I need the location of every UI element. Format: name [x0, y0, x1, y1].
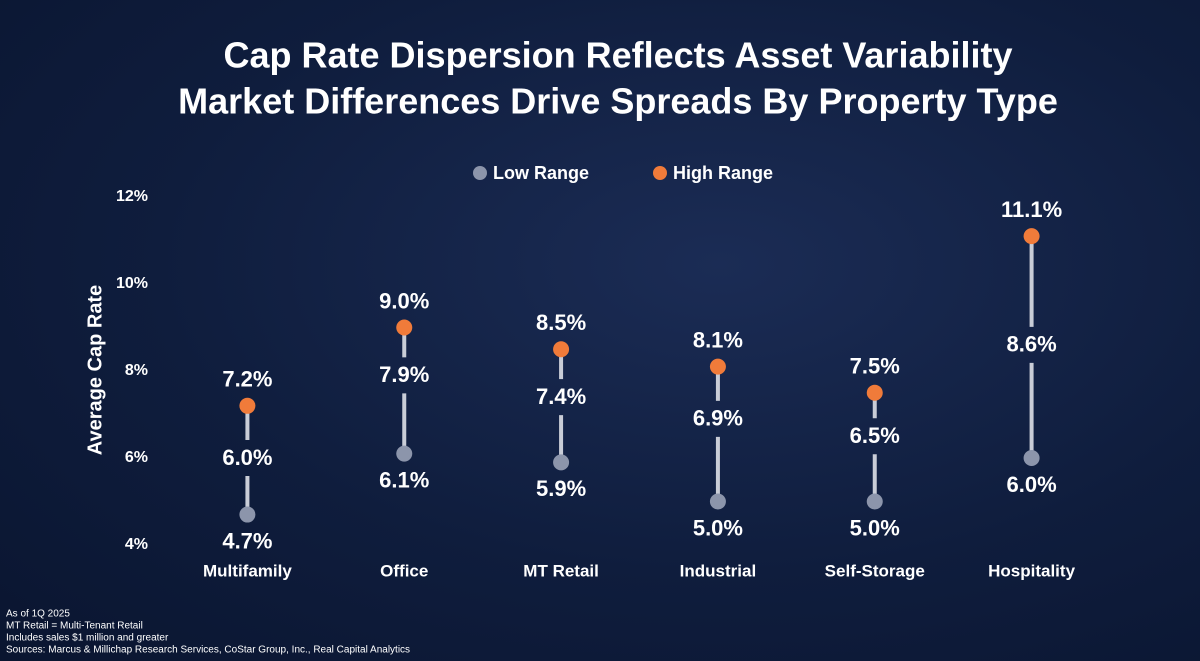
- y-axis-label: Average Cap Rate: [84, 285, 106, 455]
- value-label: 5.0%: [850, 515, 900, 540]
- x-tick-label: Hospitality: [988, 561, 1075, 580]
- midpoint-label: 7.4%: [536, 384, 586, 409]
- legend-label: High Range: [673, 163, 773, 183]
- footnote: MT Retail = Multi-Tenant Retail: [6, 621, 143, 632]
- value-label: 6.0%: [1007, 472, 1057, 497]
- value-label: 7.5%: [850, 354, 900, 379]
- dot: [1023, 228, 1040, 245]
- dot: [709, 493, 726, 510]
- midpoint-label: 8.6%: [1007, 332, 1057, 357]
- value-label: 8.1%: [693, 327, 743, 352]
- chart-title: Cap Rate Dispersion Reflects Asset Varia…: [224, 35, 1013, 76]
- x-tick-label: Self-Storage: [825, 561, 925, 580]
- value-label: 8.5%: [536, 310, 586, 335]
- y-tick-label: 4%: [125, 536, 148, 553]
- value-label: 4.7%: [222, 528, 272, 553]
- x-tick-label: Office: [380, 561, 428, 580]
- x-tick-label: MT Retail: [523, 561, 599, 580]
- y-tick-label: 10%: [116, 275, 148, 292]
- legend-label: Low Range: [493, 163, 589, 183]
- chart-subtitle: Market Differences Drive Spreads By Prop…: [178, 81, 1058, 122]
- footnote: As of 1Q 2025: [6, 609, 70, 620]
- value-label: 9.0%: [379, 288, 429, 313]
- y-tick-label: 12%: [116, 188, 148, 205]
- midpoint-label: 6.5%: [850, 423, 900, 448]
- dot: [866, 493, 883, 510]
- dot: [866, 384, 883, 401]
- x-tick-label: Multifamily: [203, 561, 292, 580]
- dot: [553, 341, 570, 358]
- midpoint-label: 6.9%: [693, 406, 743, 431]
- value-label: 7.2%: [222, 367, 272, 392]
- legend-marker: [473, 166, 487, 180]
- dot: [239, 397, 256, 414]
- midpoint-label: 7.9%: [379, 362, 429, 387]
- y-tick-label: 6%: [125, 449, 148, 466]
- dot: [709, 358, 726, 375]
- value-label: 11.1%: [1001, 197, 1062, 222]
- value-label: 5.0%: [693, 515, 743, 540]
- y-tick-label: 8%: [125, 362, 148, 379]
- dot: [396, 445, 413, 462]
- dot: [396, 319, 413, 336]
- dot: [239, 506, 256, 523]
- footnote: Sources: Marcus & Millichap Research Ser…: [6, 645, 410, 656]
- x-tick-label: Industrial: [680, 561, 757, 580]
- footnote: Includes sales $1 million and greater: [6, 633, 169, 644]
- legend-marker: [653, 166, 667, 180]
- dot: [553, 454, 570, 471]
- midpoint-label: 6.0%: [222, 445, 272, 470]
- dot: [1023, 450, 1040, 466]
- value-label: 6.1%: [379, 467, 429, 492]
- value-label: 5.9%: [536, 476, 586, 501]
